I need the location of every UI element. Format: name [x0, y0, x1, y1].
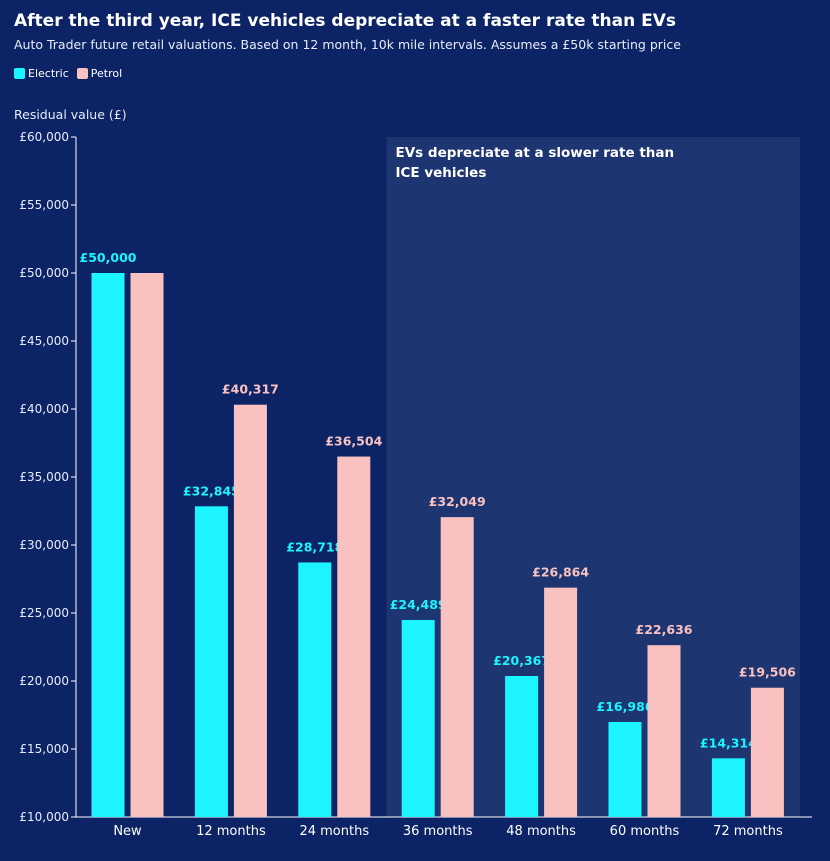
- data-label-petrol: £19,506: [739, 665, 796, 680]
- x-tick-label: 72 months: [713, 824, 783, 839]
- bar-electric: [401, 619, 435, 817]
- legend-label-petrol: Petrol: [90, 67, 123, 80]
- bar-petrol: [130, 273, 164, 817]
- y-tick-label: £40,000: [19, 402, 69, 416]
- data-label-petrol: £32,049: [429, 494, 486, 509]
- data-label-electric: £24,489: [390, 597, 447, 612]
- data-label-electric: £50,000: [80, 250, 137, 265]
- y-tick-label: £60,000: [19, 130, 69, 144]
- y-tick-label: £45,000: [19, 334, 69, 348]
- bar-electric: [91, 273, 125, 817]
- x-tick-label: 48 months: [506, 824, 576, 839]
- data-label-petrol: £36,504: [325, 434, 382, 449]
- data-label-electric: £20,367: [493, 653, 550, 668]
- x-tick-label: 60 months: [610, 824, 680, 839]
- y-tick-label: £20,000: [19, 674, 69, 688]
- legend-item-electric[interactable]: Electric: [14, 67, 69, 80]
- legend-item-petrol[interactable]: Petrol: [76, 67, 123, 80]
- legend: Electric Petrol: [14, 67, 122, 80]
- bar-petrol: [544, 587, 578, 817]
- chart-title: After the third year, ICE vehicles depre…: [14, 11, 677, 31]
- bar-petrol: [440, 517, 474, 817]
- data-label-electric: £16,986: [597, 699, 654, 714]
- y-tick-label: £50,000: [19, 266, 69, 280]
- bar-petrol: [750, 687, 784, 817]
- data-label-electric: £32,845: [183, 483, 240, 498]
- data-label-petrol: £22,636: [636, 622, 693, 637]
- bar-petrol: [337, 456, 371, 817]
- x-tick-label: 24 months: [299, 824, 369, 839]
- x-tick-label: 36 months: [403, 824, 473, 839]
- bar-electric: [505, 676, 539, 817]
- chart-subtitle: Auto Trader future retail valuations. Ba…: [14, 37, 681, 52]
- y-tick-label: £30,000: [19, 538, 69, 552]
- bar-petrol: [647, 645, 681, 817]
- bar-electric: [608, 721, 642, 817]
- y-axis-label: Residual value (£): [14, 107, 127, 122]
- data-label-petrol: £40,317: [222, 382, 279, 397]
- x-tick-label: New: [113, 824, 142, 839]
- bar-electric: [298, 562, 332, 817]
- annotation-text-line-1: EVs depreciate at a slower rate than: [396, 145, 675, 161]
- y-tick-label: £10,000: [19, 810, 69, 824]
- y-tick-label: £35,000: [19, 470, 69, 484]
- y-tick-label: £15,000: [19, 742, 69, 756]
- bar-electric: [711, 758, 745, 817]
- data-label-electric: £14,314: [700, 735, 757, 750]
- data-label-electric: £28,718: [286, 539, 343, 554]
- legend-swatch-electric: [14, 68, 25, 79]
- bar-petrol: [233, 404, 267, 817]
- legend-swatch-petrol: [76, 68, 88, 79]
- y-tick-label: £55,000: [19, 198, 69, 212]
- x-tick-label: 12 months: [196, 824, 266, 839]
- bar-electric: [194, 506, 228, 817]
- y-tick-label: £25,000: [19, 606, 69, 620]
- data-label-petrol: £26,864: [532, 565, 589, 580]
- legend-label-electric: Electric: [28, 67, 69, 80]
- annotation-text-line-2: ICE vehicles: [396, 165, 487, 181]
